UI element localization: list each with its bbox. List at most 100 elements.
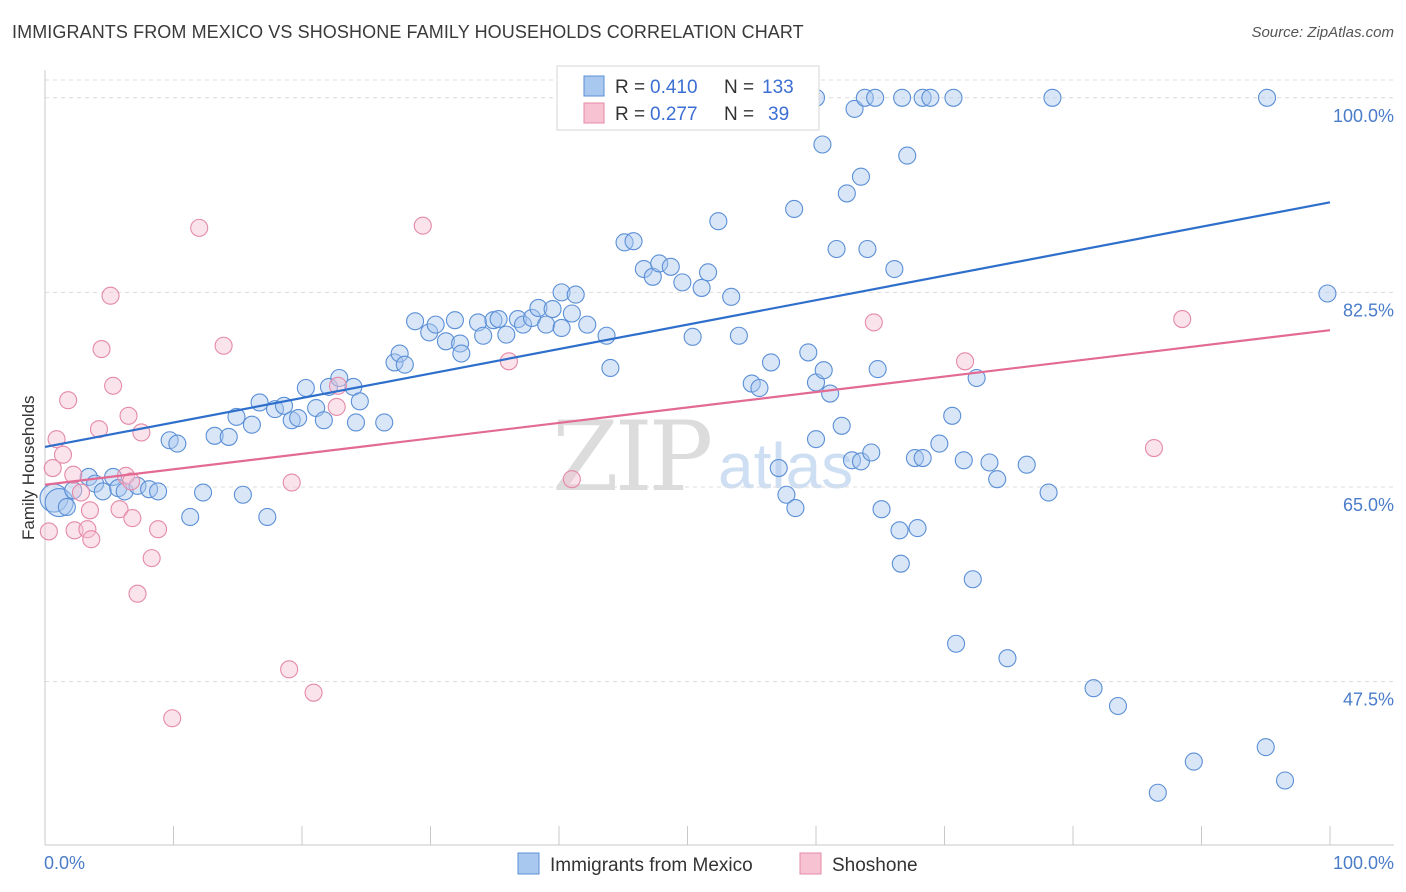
source-credit: Source: ZipAtlas.com <box>1251 24 1394 41</box>
data-point <box>181 507 200 527</box>
data-point <box>110 500 129 519</box>
watermark-zip: ZIP <box>552 401 711 513</box>
data-point <box>913 88 932 107</box>
data-point <box>39 522 58 541</box>
data-point <box>930 434 949 453</box>
data-point <box>842 451 862 470</box>
data-point <box>122 472 141 491</box>
legend-r-label-blue: R = <box>615 77 645 98</box>
data-point <box>242 415 261 434</box>
bottom-legend-swatch-mexico <box>517 852 540 875</box>
data-point <box>250 393 269 412</box>
data-point <box>53 445 73 464</box>
data-point <box>1256 738 1275 757</box>
data-point <box>375 413 394 432</box>
y-axis-tick-labels: 47.5% 65.0% 82.5% 100.0% <box>1333 106 1394 710</box>
data-point <box>988 470 1007 489</box>
series-legend: Immigrants from Mexico Shoshone <box>517 852 918 876</box>
data-point <box>947 634 966 653</box>
data-point <box>921 88 940 107</box>
bottom-legend-label-mexico: Immigrants from Mexico <box>550 855 753 876</box>
data-point <box>866 88 885 107</box>
data-point <box>683 327 702 346</box>
data-point <box>1039 483 1058 502</box>
data-point <box>673 273 692 292</box>
data-point <box>891 554 910 573</box>
data-point <box>78 520 97 539</box>
data-point <box>529 298 548 317</box>
data-point <box>513 315 533 334</box>
watermark-atlas: atlas <box>718 430 853 502</box>
data-point <box>832 416 851 435</box>
data-point <box>499 352 518 371</box>
data-point <box>104 376 123 395</box>
data-point <box>468 313 488 332</box>
data-point <box>413 216 432 235</box>
y-tick-label: 100.0% <box>1333 106 1394 126</box>
data-point <box>64 465 83 484</box>
data-point <box>814 361 833 380</box>
data-point <box>82 530 101 549</box>
data-point <box>395 355 414 374</box>
data-point <box>390 344 409 363</box>
data-point <box>699 263 718 282</box>
data-point <box>406 312 425 331</box>
data-point <box>1084 679 1103 698</box>
data-point <box>1108 696 1128 716</box>
x-tick-label-min: 0.0% <box>44 853 85 873</box>
stats-legend: R = 0.410 N = 133 R = 0.277 N = 39 <box>556 65 820 131</box>
data-point <box>346 413 366 432</box>
data-point <box>885 259 904 279</box>
legend-n-value-blue: 133 <box>762 77 794 98</box>
data-point <box>578 315 597 334</box>
data-point <box>868 360 887 379</box>
data-point <box>436 332 455 351</box>
data-point <box>280 660 299 679</box>
data-point <box>537 315 556 334</box>
legend-swatch-blue <box>583 75 605 97</box>
data-point <box>864 313 883 332</box>
data-point <box>289 408 308 428</box>
data-point <box>142 549 161 568</box>
data-point <box>601 358 620 378</box>
x-tick-label-max: 100.0% <box>1333 853 1394 873</box>
legend-swatch-pink <box>583 102 605 124</box>
data-point <box>827 239 846 259</box>
data-point <box>837 184 856 203</box>
data-point <box>1275 771 1295 790</box>
y-tick-label: 47.5% <box>1343 690 1394 710</box>
data-point <box>851 452 871 471</box>
data-point <box>1184 752 1203 771</box>
data-point <box>750 378 769 398</box>
data-point <box>777 485 796 504</box>
y-tick-label: 82.5% <box>1343 300 1394 320</box>
data-point <box>123 509 142 528</box>
data-point <box>314 411 333 430</box>
data-point <box>786 499 805 518</box>
data-point <box>862 443 881 462</box>
data-point <box>205 426 224 445</box>
chart-title: IMMIGRANTS FROM MEXICO VS SHOSHONE FAMIL… <box>12 22 804 42</box>
data-point <box>92 340 111 359</box>
data-point <box>327 397 346 416</box>
y-tick-label: 65.0% <box>1343 495 1394 515</box>
legend-n-value-pink: 39 <box>768 104 789 125</box>
data-point <box>821 384 840 403</box>
data-point <box>190 218 209 237</box>
data-point <box>898 146 917 165</box>
data-point <box>893 88 912 107</box>
data-point <box>219 427 238 446</box>
data-point <box>282 473 301 492</box>
data-point <box>497 325 516 344</box>
data-point <box>80 501 100 520</box>
legend-n-label-pink: N = <box>724 104 754 125</box>
data-point <box>661 257 680 276</box>
data-point <box>845 99 864 118</box>
data-point <box>913 449 932 468</box>
data-point <box>761 353 781 372</box>
data-point <box>71 483 91 502</box>
data-point <box>813 135 832 154</box>
data-point <box>722 287 741 306</box>
data-point <box>709 212 728 231</box>
data-point <box>1318 284 1337 303</box>
